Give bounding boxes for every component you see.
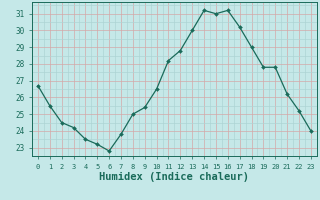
X-axis label: Humidex (Indice chaleur): Humidex (Indice chaleur) [100,172,249,182]
